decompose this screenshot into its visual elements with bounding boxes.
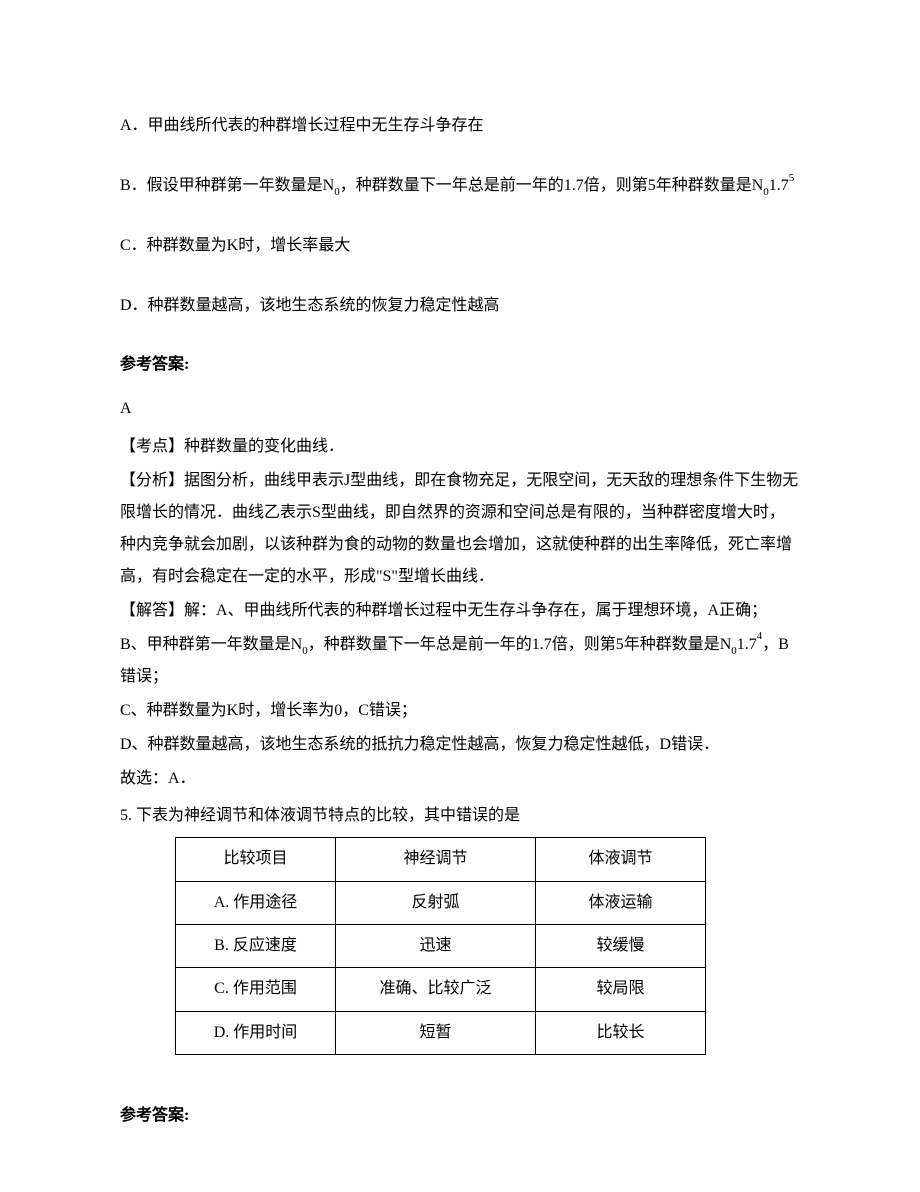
- table-cell: 反射弧: [336, 881, 536, 924]
- q4-option-b-part2: ，种群数量下一年总是前一年的1.7倍，则第5年种群数量是N: [340, 177, 764, 194]
- subscript: 0: [763, 186, 769, 198]
- q4-kaodian: 【考点】种群数量的变化曲线．: [120, 431, 800, 463]
- table-row: A. 作用途径 反射弧 体液运输: [176, 881, 706, 924]
- table-header-cell: 比较项目: [176, 838, 336, 881]
- table-cell: B. 反应速度: [176, 924, 336, 967]
- q4-option-c: C．种群数量为K时，增长率最大: [120, 230, 800, 262]
- table-cell: 准确、比较广泛: [336, 968, 536, 1011]
- superscript: 5: [789, 172, 795, 184]
- table-cell: 较缓慢: [536, 924, 706, 967]
- document-page: A．甲曲线所代表的种群增长过程中无生存斗争存在 B．假设甲种群第一年数量是N0，…: [0, 0, 920, 1192]
- q4-jieda-b: B、甲种群第一年数量是N0，种群数量下一年总是前一年的1.7倍，则第5年种群数量…: [120, 629, 800, 693]
- q4-option-a: A．甲曲线所代表的种群增长过程中无生存斗争存在: [120, 110, 800, 142]
- table-header-cell: 神经调节: [336, 838, 536, 881]
- q5-intro: 5. 下表为神经调节和体液调节特点的比较，其中错误的是: [120, 801, 800, 831]
- table-cell: 短暂: [336, 1011, 536, 1054]
- table-cell: D. 作用时间: [176, 1011, 336, 1054]
- superscript: 4: [757, 630, 763, 642]
- table-cell: A. 作用途径: [176, 881, 336, 924]
- table-header-cell: 体液调节: [536, 838, 706, 881]
- table-cell: 较局限: [536, 968, 706, 1011]
- table-cell: C. 作用范围: [176, 968, 336, 1011]
- q4-jieda-b-part3: 1.7: [737, 636, 757, 653]
- table-cell: 迅速: [336, 924, 536, 967]
- q4-answer-letter: A: [120, 394, 800, 424]
- q4-jieda-c: C、种群数量为K时，增长率为0，C错误；: [120, 695, 800, 727]
- q4-jieda-a: 【解答】解：A、甲曲线所代表的种群增长过程中无生存斗争存在，属于理想环境，A正确…: [120, 595, 800, 627]
- q4-jieda-b-part2: ，种群数量下一年总是前一年的1.7倍，则第5年种群数量是N: [308, 636, 732, 653]
- q4-fenxi: 【分析】据图分析，曲线甲表示J型曲线，即在食物充足，无限空间，无天敌的理想条件下…: [120, 465, 800, 593]
- q5-comparison-table: 比较项目 神经调节 体液调节 A. 作用途径 反射弧 体液运输 B. 反应速度 …: [175, 837, 706, 1055]
- q4-option-b-part1: B．假设甲种群第一年数量是N: [120, 177, 334, 194]
- q4-option-d: D．种群数量越高，该地生态系统的恢复力稳定性越高: [120, 290, 800, 322]
- q4-answer-heading: 参考答案:: [120, 350, 800, 380]
- subscript: 0: [334, 186, 340, 198]
- table-row: D. 作用时间 短暂 比较长: [176, 1011, 706, 1054]
- table-cell: 体液运输: [536, 881, 706, 924]
- q4-option-b-part3: 1.7: [769, 177, 789, 194]
- q4-guxuan: 故选：A．: [120, 763, 800, 795]
- q4-jieda-b-part1: B、甲种群第一年数量是N: [120, 636, 302, 653]
- q4-option-b: B．假设甲种群第一年数量是N0，种群数量下一年总是前一年的1.7倍，则第5年种群…: [120, 170, 800, 202]
- subscript: 0: [302, 645, 308, 657]
- table-cell: 比较长: [536, 1011, 706, 1054]
- table-header-row: 比较项目 神经调节 体液调节: [176, 838, 706, 881]
- q5-answer-heading: 参考答案:: [120, 1101, 800, 1131]
- subscript: 0: [731, 645, 737, 657]
- q4-jieda-d: D、种群数量越高，该地生态系统的抵抗力稳定性越高，恢复力稳定性越低，D错误．: [120, 729, 800, 761]
- table-row: B. 反应速度 迅速 较缓慢: [176, 924, 706, 967]
- table-row: C. 作用范围 准确、比较广泛 较局限: [176, 968, 706, 1011]
